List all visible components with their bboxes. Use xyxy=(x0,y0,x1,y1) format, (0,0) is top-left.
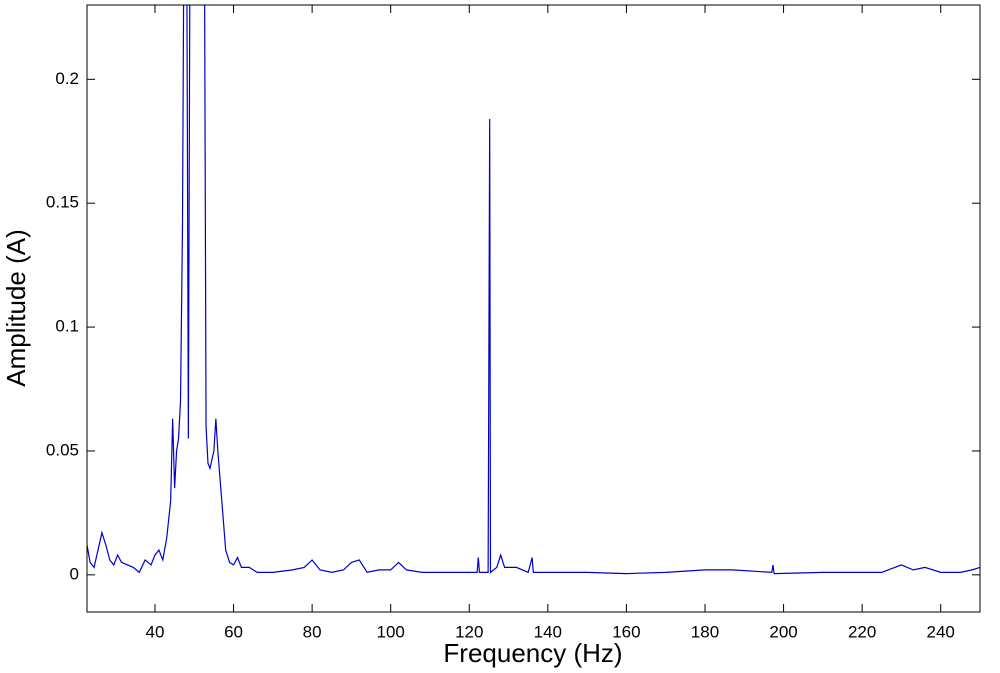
x-tick-label: 40 xyxy=(146,622,165,641)
plot-area xyxy=(87,5,980,575)
x-tick-label: 120 xyxy=(455,622,483,641)
x-tick-label: 140 xyxy=(534,622,562,641)
x-tick-label: 100 xyxy=(377,622,405,641)
y-tick-label: 0.1 xyxy=(55,317,79,336)
x-axis-label: Frequency (Hz) xyxy=(443,638,622,668)
x-tick-label: 80 xyxy=(303,622,322,641)
y-tick-label: 0.2 xyxy=(55,69,79,88)
x-tick-label: 180 xyxy=(691,622,719,641)
x-tick-label: 220 xyxy=(848,622,876,641)
x-tick-label: 160 xyxy=(612,622,640,641)
spectrum-line xyxy=(87,5,980,575)
y-tick-label: 0.15 xyxy=(46,193,79,212)
axes-box xyxy=(86,4,981,613)
x-tick-label: 60 xyxy=(224,622,243,641)
y-axis-label: Amplitude (A) xyxy=(1,229,31,387)
y-tick-label: 0 xyxy=(70,564,79,583)
x-tick-label: 240 xyxy=(927,622,955,641)
x-tick-label: 200 xyxy=(769,622,797,641)
y-tick-label: 0.05 xyxy=(46,440,79,459)
